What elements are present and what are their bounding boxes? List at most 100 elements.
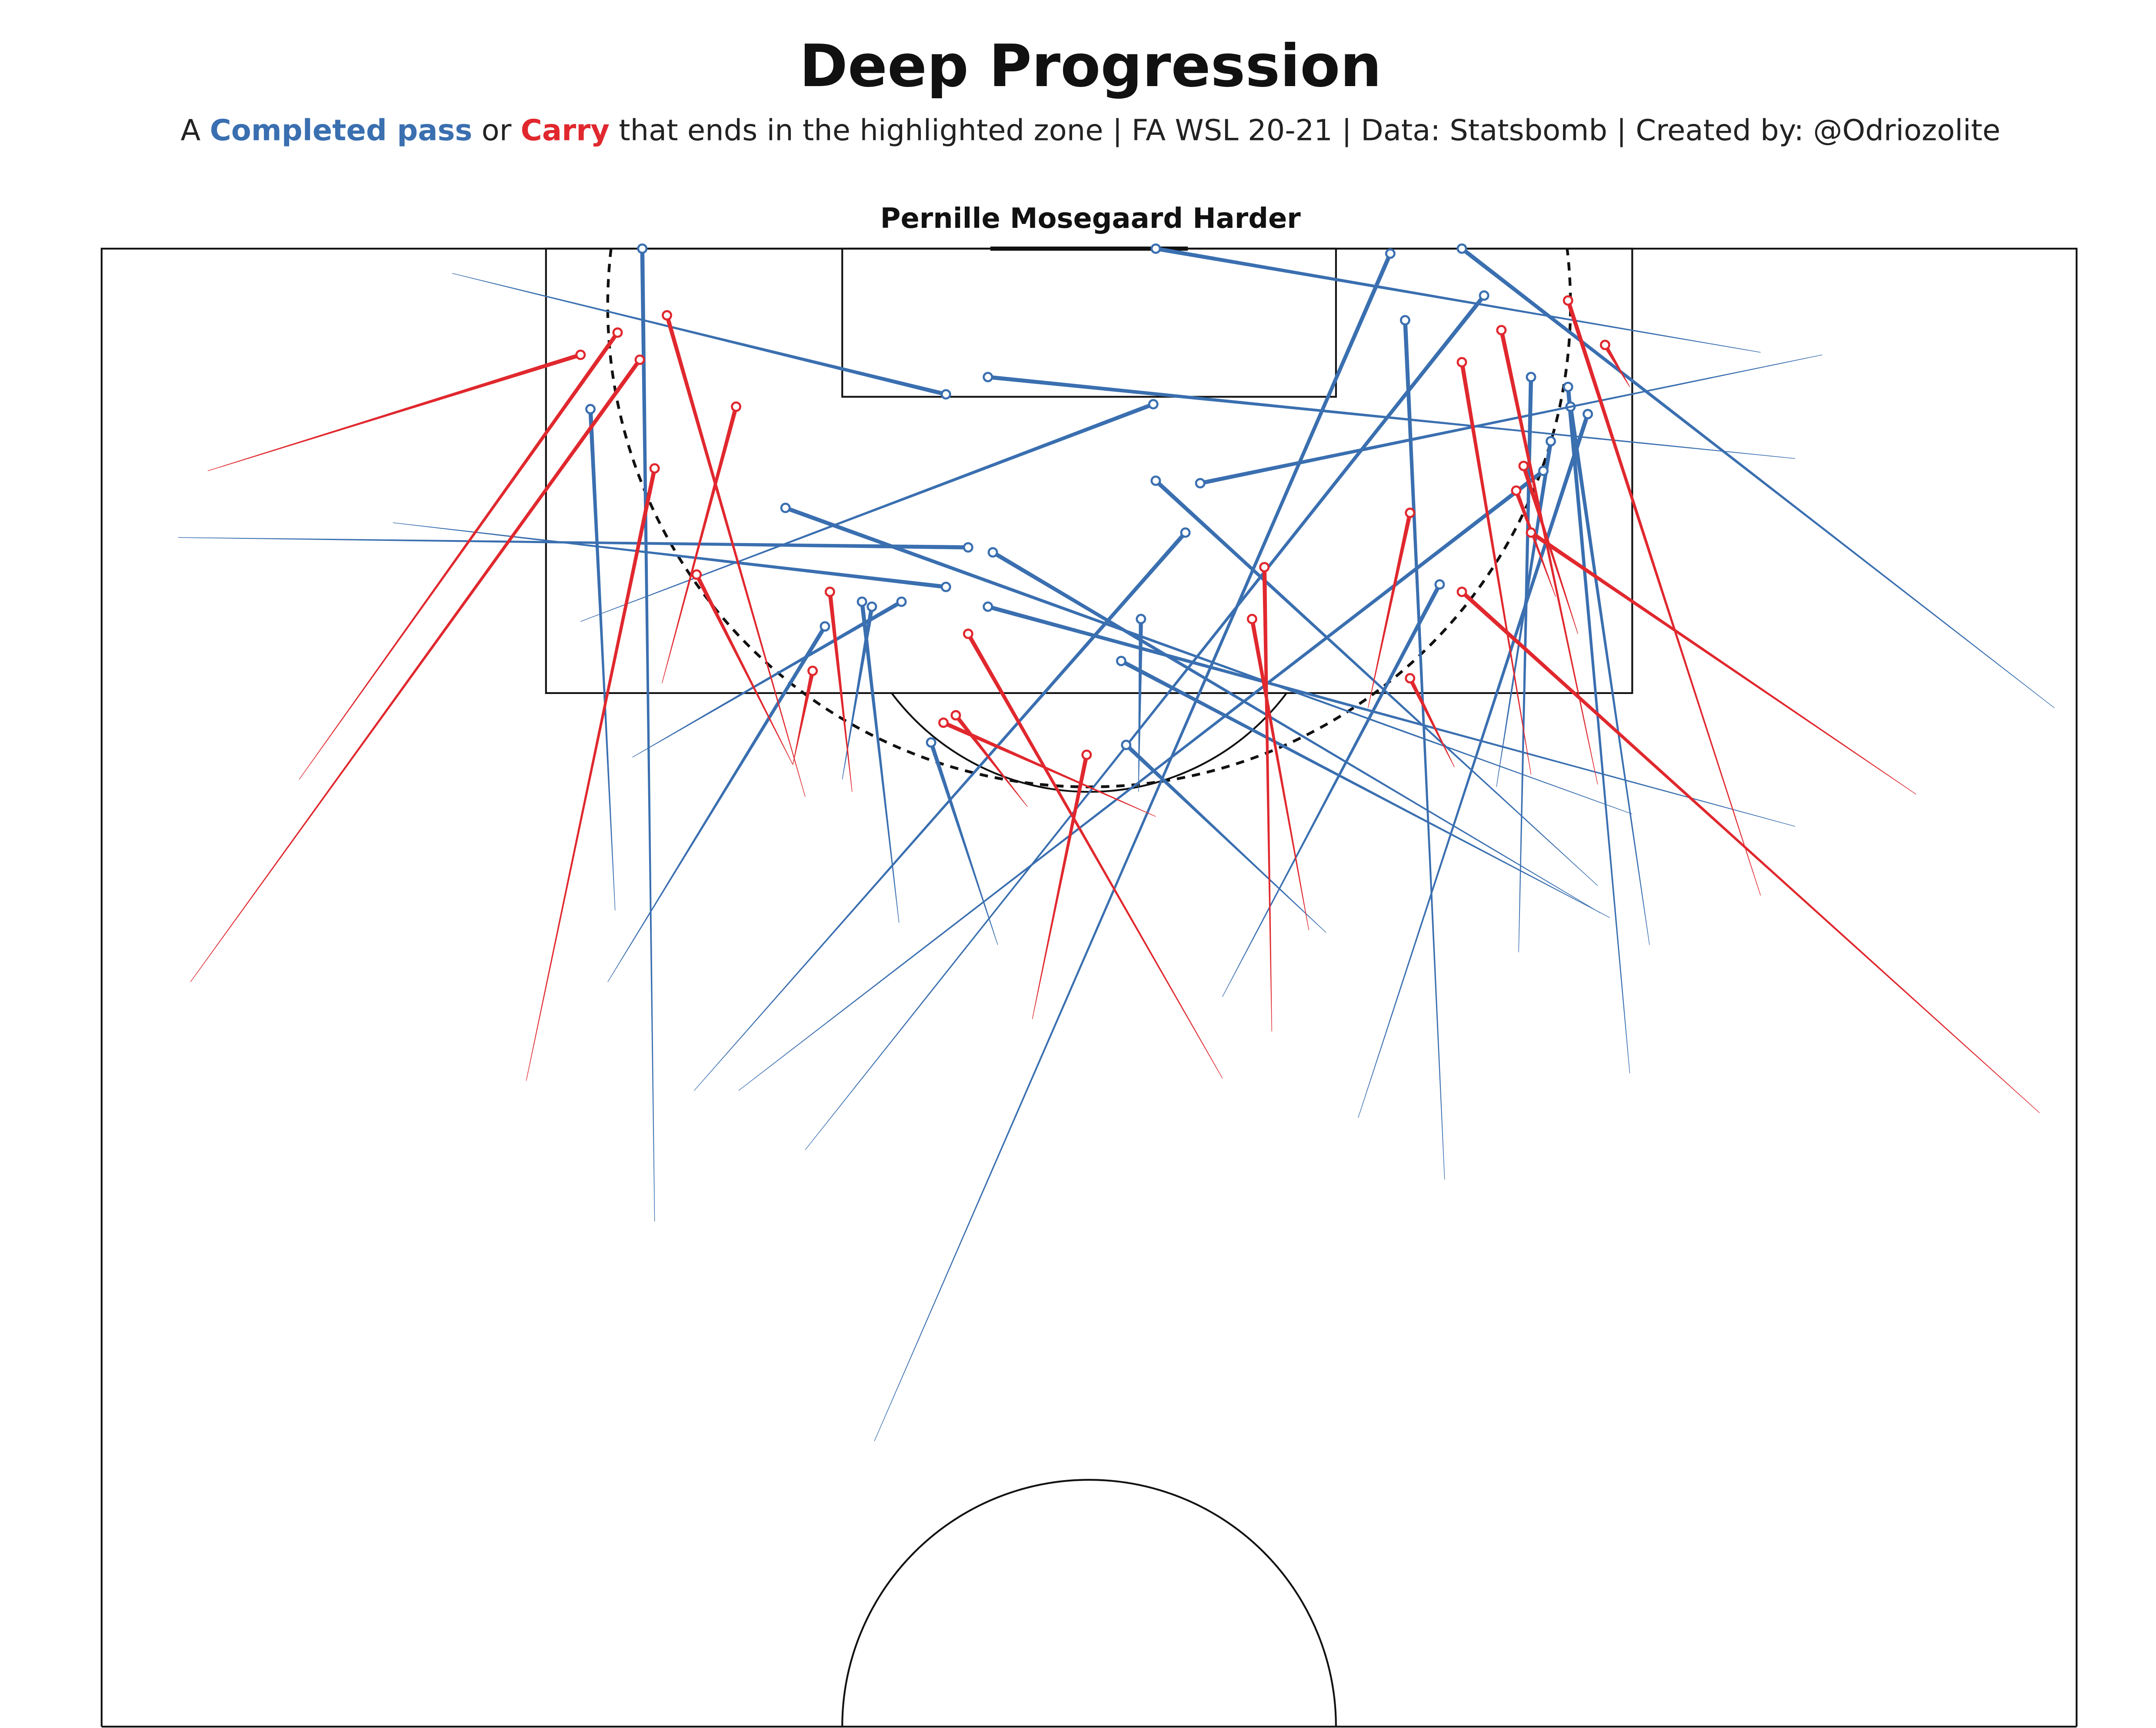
carry-line-11 xyxy=(943,721,1156,817)
subtitle-prefix: A xyxy=(180,113,210,147)
player-name: Pernille Mosegaard Harder xyxy=(880,203,1301,235)
pass-end-marker-21 xyxy=(940,581,951,592)
event-marks xyxy=(178,243,2055,1441)
pass-line-0 xyxy=(452,273,946,397)
carry-end-marker-18 xyxy=(1496,325,1507,336)
legend-carry: Carry xyxy=(521,113,610,147)
pass-line-17 xyxy=(784,506,1633,814)
carry-end-marker-12 xyxy=(1081,749,1092,760)
pass-end-marker-27 xyxy=(1116,656,1126,667)
carry-end-marker-7 xyxy=(824,587,835,597)
carry-line-16 xyxy=(1408,677,1455,767)
pass-line-21 xyxy=(393,522,946,589)
pass-end-marker-3 xyxy=(1456,243,1467,254)
carry-end-marker-6 xyxy=(691,569,702,580)
carry-end-marker-2 xyxy=(634,354,645,365)
carry-end-marker-13 xyxy=(1259,562,1270,573)
pass-line-15 xyxy=(738,469,1545,1091)
pass-line-30 xyxy=(1222,583,1442,997)
pass-end-marker-22 xyxy=(983,601,993,612)
carry-line-8 xyxy=(793,670,815,765)
carry-line-5 xyxy=(526,468,657,1081)
carry-end-marker-16 xyxy=(1405,673,1416,684)
carry-line-0 xyxy=(207,353,581,471)
pass-end-marker-4 xyxy=(1385,248,1396,259)
pass-line-13 xyxy=(1154,479,1598,886)
carry-line-22 xyxy=(1514,490,1556,597)
pass-end-marker-1 xyxy=(637,243,648,254)
carry-end-marker-22 xyxy=(1511,485,1522,496)
pass-line-3 xyxy=(1460,247,2055,708)
carry-line-23 xyxy=(1530,530,1916,795)
pass-line-10 xyxy=(987,375,1796,459)
pass-end-marker-5 xyxy=(1479,290,1490,301)
carry-line-7 xyxy=(828,591,853,792)
penalty-arc xyxy=(891,692,1287,793)
pass-line-32 xyxy=(842,606,874,780)
carry-end-marker-9 xyxy=(963,628,973,639)
pass-line-7 xyxy=(1518,377,1533,953)
pass-end-marker-2 xyxy=(1150,243,1161,254)
carry-line-14 xyxy=(1250,618,1310,931)
pass-end-marker-24 xyxy=(896,596,907,607)
carry-line-4 xyxy=(662,406,738,684)
pass-line-19 xyxy=(992,550,1600,913)
pass-end-marker-10 xyxy=(983,372,993,383)
carry-end-marker-3 xyxy=(662,310,673,321)
pass-line-23 xyxy=(860,601,900,923)
pass-line-4 xyxy=(874,253,1393,1441)
center-circle xyxy=(841,1478,1337,1727)
pass-end-marker-20 xyxy=(1180,527,1191,538)
carry-end-marker-14 xyxy=(1246,614,1257,624)
carry-end-marker-21 xyxy=(1518,460,1529,471)
pass-end-marker-8 xyxy=(1563,381,1573,392)
pass-line-8 xyxy=(1566,387,1630,1074)
chart-title: Deep Progression xyxy=(800,32,1382,100)
carry-line-19 xyxy=(1566,300,1761,896)
pass-line-6 xyxy=(1403,320,1445,1180)
pass-end-marker-23 xyxy=(856,596,867,607)
carry-line-3 xyxy=(665,314,806,797)
pass-end-marker-18 xyxy=(963,542,973,553)
pass-line-20 xyxy=(694,531,1187,1091)
pass-line-22 xyxy=(987,604,1796,827)
carry-end-marker-20 xyxy=(1600,340,1610,350)
carry-line-1 xyxy=(299,331,620,780)
pass-end-marker-30 xyxy=(1434,579,1445,590)
carry-end-marker-17 xyxy=(1456,357,1467,368)
pass-line-24 xyxy=(632,600,903,758)
pass-line-27 xyxy=(1120,659,1610,918)
pass-end-marker-26 xyxy=(1136,614,1146,624)
pass-end-marker-12 xyxy=(1195,478,1206,489)
pass-end-marker-31 xyxy=(1583,409,1593,420)
pass-end-marker-25 xyxy=(820,621,830,632)
carry-line-17 xyxy=(1460,362,1532,775)
carry-end-marker-11 xyxy=(938,717,949,728)
pass-line-29 xyxy=(929,741,998,945)
pass-line-16 xyxy=(588,409,616,911)
carry-line-2 xyxy=(190,358,642,982)
carry-line-18 xyxy=(1499,330,1598,785)
pass-end-marker-19 xyxy=(987,547,998,558)
pass-end-marker-17 xyxy=(780,503,791,514)
pass-end-marker-29 xyxy=(926,737,936,748)
subtitle-mid: or xyxy=(472,113,520,147)
legend-completed-pass: Completed pass xyxy=(210,113,473,147)
carry-line-6 xyxy=(694,574,793,765)
carry-end-marker-19 xyxy=(1563,295,1573,306)
pass-line-14 xyxy=(1496,440,1553,787)
pass-end-marker-28 xyxy=(1121,740,1132,751)
chart-subtitle: A Completed pass or Carry that ends in t… xyxy=(180,113,2000,147)
carry-end-marker-23 xyxy=(1526,527,1536,538)
carry-line-12 xyxy=(1032,754,1089,1019)
pass-line-5 xyxy=(805,294,1486,1150)
six-yard-box xyxy=(841,247,1337,398)
carry-line-20 xyxy=(1603,344,1630,387)
pass-end-marker-16 xyxy=(585,404,596,414)
carry-end-marker-8 xyxy=(807,665,818,676)
carry-end-marker-4 xyxy=(731,401,742,412)
pass-end-marker-14 xyxy=(1545,436,1556,447)
pitch-outline xyxy=(100,247,2078,1727)
carry-line-10 xyxy=(954,714,1028,807)
